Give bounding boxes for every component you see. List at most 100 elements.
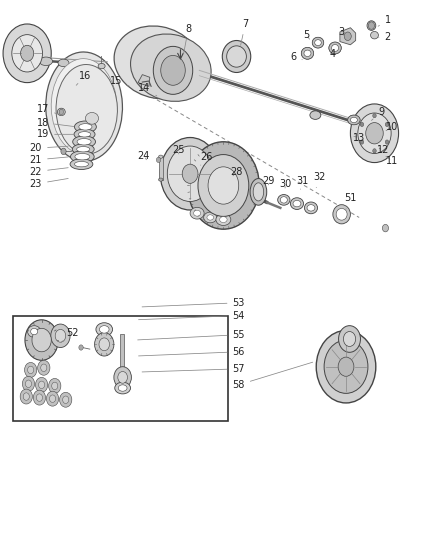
Circle shape (22, 376, 35, 391)
Text: 12: 12 (377, 146, 389, 155)
Ellipse shape (74, 161, 88, 167)
Text: 19: 19 (37, 130, 74, 139)
Circle shape (95, 333, 114, 356)
Text: 25: 25 (173, 146, 185, 155)
Circle shape (339, 326, 360, 352)
Text: 53: 53 (142, 298, 245, 308)
Text: 58: 58 (233, 362, 313, 390)
Circle shape (343, 332, 356, 346)
Ellipse shape (72, 144, 94, 155)
Circle shape (36, 394, 42, 401)
Circle shape (385, 140, 389, 144)
Circle shape (25, 320, 58, 360)
Ellipse shape (31, 328, 38, 335)
Circle shape (373, 149, 376, 153)
Ellipse shape (336, 208, 347, 220)
Text: 30: 30 (279, 179, 292, 189)
Ellipse shape (304, 202, 318, 214)
Text: 24: 24 (138, 151, 150, 160)
Circle shape (51, 324, 70, 348)
Circle shape (46, 391, 59, 406)
Ellipse shape (99, 326, 109, 333)
Circle shape (28, 366, 34, 374)
Circle shape (21, 45, 34, 61)
Text: 7: 7 (240, 19, 248, 45)
Ellipse shape (73, 136, 95, 148)
Ellipse shape (348, 115, 360, 125)
Circle shape (20, 389, 32, 404)
Ellipse shape (85, 112, 99, 124)
Circle shape (160, 138, 220, 210)
Circle shape (382, 224, 389, 232)
Ellipse shape (219, 216, 227, 223)
Circle shape (49, 378, 61, 393)
Text: 16: 16 (76, 71, 92, 85)
Ellipse shape (216, 214, 231, 225)
Ellipse shape (304, 50, 311, 56)
Text: 29: 29 (262, 176, 274, 186)
Circle shape (385, 123, 389, 127)
Ellipse shape (115, 382, 131, 394)
Ellipse shape (314, 39, 321, 46)
Text: 14: 14 (138, 83, 157, 96)
Bar (159, 157, 163, 180)
Circle shape (99, 338, 110, 351)
Circle shape (61, 148, 66, 155)
Ellipse shape (51, 59, 117, 155)
Circle shape (182, 164, 198, 183)
Circle shape (33, 390, 46, 405)
Ellipse shape (310, 111, 321, 119)
Text: 21: 21 (30, 155, 68, 165)
Ellipse shape (77, 147, 90, 152)
Ellipse shape (194, 211, 201, 216)
Circle shape (41, 364, 47, 372)
Ellipse shape (250, 179, 267, 205)
Ellipse shape (159, 178, 163, 181)
Text: 31: 31 (296, 176, 308, 189)
Ellipse shape (371, 31, 378, 39)
Text: 17: 17 (37, 104, 62, 115)
Circle shape (23, 393, 29, 400)
Ellipse shape (78, 132, 91, 137)
Ellipse shape (227, 46, 246, 67)
Circle shape (59, 109, 64, 115)
Circle shape (198, 155, 249, 216)
Circle shape (350, 104, 399, 163)
Text: 5: 5 (304, 30, 310, 39)
Ellipse shape (329, 42, 341, 54)
Circle shape (32, 328, 51, 352)
Ellipse shape (332, 45, 339, 51)
Circle shape (25, 362, 37, 377)
Circle shape (49, 395, 56, 402)
Ellipse shape (207, 215, 213, 220)
Ellipse shape (280, 197, 287, 203)
Ellipse shape (204, 212, 217, 223)
Ellipse shape (46, 52, 123, 161)
Circle shape (161, 55, 185, 85)
Circle shape (324, 340, 368, 393)
Circle shape (316, 330, 376, 403)
Ellipse shape (131, 34, 211, 101)
Ellipse shape (312, 37, 324, 48)
Text: 55: 55 (138, 330, 245, 340)
Ellipse shape (312, 37, 324, 48)
Text: 51: 51 (344, 193, 357, 209)
Circle shape (3, 24, 51, 83)
Text: 28: 28 (230, 167, 243, 176)
Text: 22: 22 (30, 167, 68, 176)
Text: 8: 8 (184, 24, 191, 54)
Ellipse shape (70, 159, 93, 169)
Text: 11: 11 (386, 156, 398, 166)
Circle shape (38, 360, 50, 375)
Ellipse shape (293, 200, 301, 207)
Circle shape (208, 167, 239, 204)
Circle shape (118, 372, 127, 383)
Circle shape (79, 345, 83, 350)
Text: 15: 15 (110, 76, 130, 86)
Ellipse shape (159, 155, 163, 158)
Text: 23: 23 (30, 179, 68, 189)
Text: 52: 52 (61, 328, 78, 342)
Text: 10: 10 (386, 122, 398, 132)
Polygon shape (340, 28, 356, 45)
Circle shape (39, 381, 45, 389)
